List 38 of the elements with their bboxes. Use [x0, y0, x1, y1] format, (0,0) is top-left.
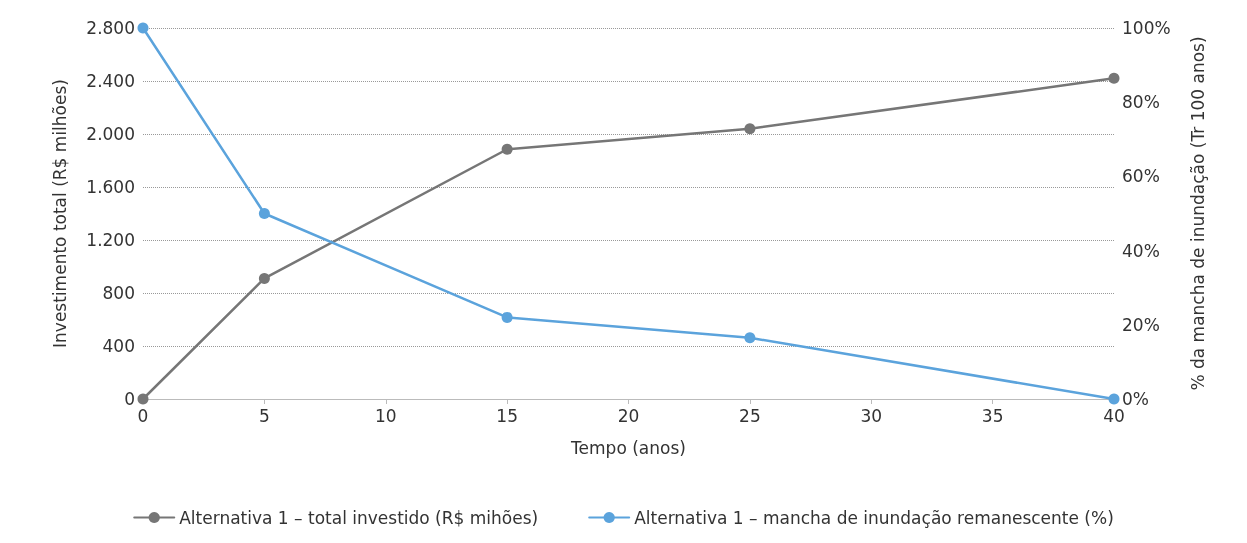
point: [744, 123, 756, 135]
x-tick-label: 10: [374, 405, 397, 426]
point: [501, 311, 513, 323]
point: [501, 143, 513, 155]
y2-tick-label: 20%: [1122, 314, 1160, 335]
y2-axis-title: % da mancha de inundação (Tr 100 anos): [1187, 36, 1208, 391]
x-tick-label: 5: [258, 405, 270, 426]
point: [258, 272, 270, 284]
y2-tick-label: 40%: [1122, 240, 1160, 261]
point: [258, 208, 270, 219]
y-tick-label: 800: [102, 283, 135, 303]
point: [137, 393, 149, 405]
point: [744, 332, 756, 344]
legend-label: Alternativa 1 – total investido (R$ mihões): [179, 507, 539, 528]
y2-tick-label: 0%: [1122, 389, 1149, 409]
point: [137, 22, 149, 34]
point: [1108, 72, 1120, 84]
y-tick-label: 2.000: [86, 124, 135, 144]
x-tick-label: 20: [617, 405, 640, 426]
y2-tick-label: 100%: [1122, 18, 1171, 38]
point: [1108, 393, 1120, 405]
legend-label: Alternativa 1 – mancha de inundação remanescente (%): [634, 507, 1114, 528]
x-tick-label: 15: [496, 405, 518, 426]
x-axis-title: Tempo (anos): [570, 437, 686, 458]
y-tick-label: 1.600: [86, 177, 135, 197]
y2-tick-label: 60%: [1122, 166, 1160, 187]
x-tick-label: 25: [739, 405, 761, 426]
y-tick-label: 2.800: [86, 18, 135, 38]
y-tick-label: 2.400: [86, 71, 135, 91]
y-tick-label: 1.200: [86, 230, 135, 250]
y-tick-label: 0: [124, 389, 135, 409]
x-tick-label: 35: [981, 405, 1004, 426]
x-tick-label: 30: [860, 405, 883, 426]
y-axis-title: Investimento total (R$ milhões): [49, 79, 70, 348]
x-tick-label: 0: [137, 405, 149, 426]
x-tick-label: 40: [1103, 405, 1125, 426]
y-tick-label: 400: [102, 336, 135, 356]
y2-tick-label: 80%: [1122, 92, 1160, 113]
